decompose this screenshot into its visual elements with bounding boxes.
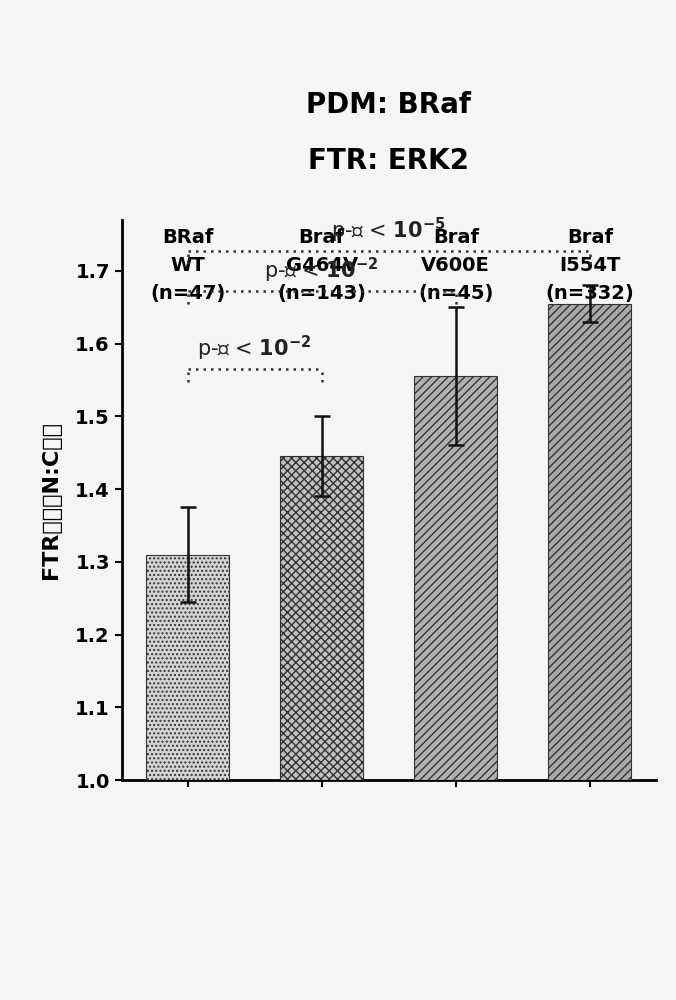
Text: Braf: Braf (567, 228, 613, 247)
Bar (280, 456, 363, 780)
Text: (n=143): (n=143) (277, 284, 366, 303)
Bar (548, 304, 631, 780)
Text: p-值 < $\mathbf{10^{-5}}$: p-值 < $\mathbf{10^{-5}}$ (331, 216, 446, 245)
Text: WT: WT (170, 256, 205, 275)
Text: I554T: I554T (559, 256, 621, 275)
Text: Braf: Braf (433, 228, 479, 247)
Text: FTR: ERK2: FTR: ERK2 (308, 147, 469, 175)
Bar (146, 555, 229, 780)
Bar (414, 376, 498, 780)
Text: (n=332): (n=332) (546, 284, 634, 303)
Text: (n=47): (n=47) (150, 284, 225, 303)
Text: BRaf: BRaf (162, 228, 213, 247)
Text: Braf: Braf (299, 228, 345, 247)
Text: PDM: BRaf: PDM: BRaf (306, 91, 471, 119)
Text: G464V: G464V (285, 256, 358, 275)
Text: (n=45): (n=45) (418, 284, 493, 303)
Text: V600E: V600E (421, 256, 490, 275)
Y-axis label: FTR的平均N:C比率: FTR的平均N:C比率 (41, 421, 62, 579)
Text: p-值 < $\mathbf{10^{-2}}$: p-值 < $\mathbf{10^{-2}}$ (264, 256, 379, 285)
Text: p-值 < $\mathbf{10^{-2}}$: p-值 < $\mathbf{10^{-2}}$ (197, 334, 312, 363)
